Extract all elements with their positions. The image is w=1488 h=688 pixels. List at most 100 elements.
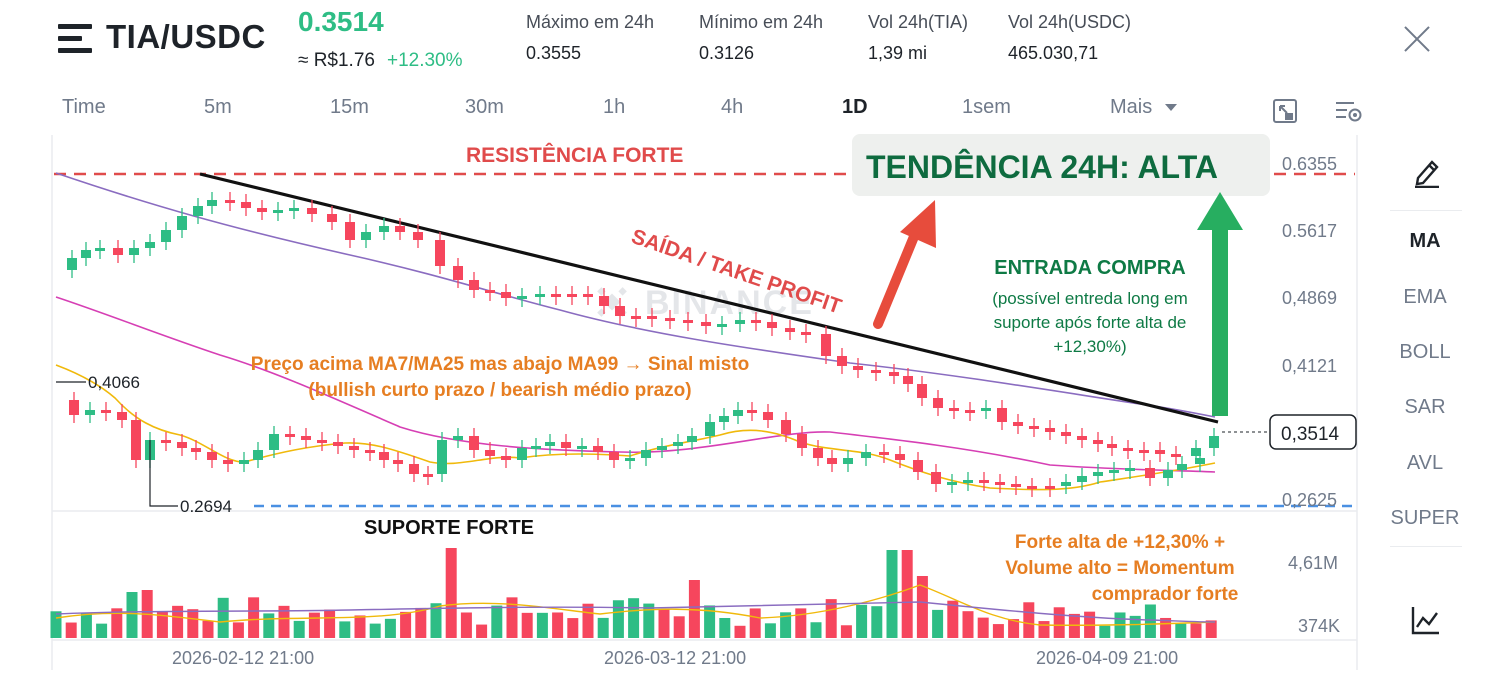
entry-arrow-shaft [1212, 226, 1228, 416]
indicator-chart-icon[interactable] [1410, 604, 1442, 636]
candle [1077, 436, 1087, 440]
volume-bar [1175, 623, 1187, 638]
candle [1013, 422, 1023, 426]
candle [609, 452, 619, 460]
volume-label: 374K [1298, 616, 1340, 636]
volume-annotation-line: comprador forte [1092, 584, 1239, 605]
tab-4h[interactable]: 4h [721, 96, 744, 118]
candle [551, 294, 561, 297]
trading-pair[interactable]: TIA/USDC [106, 18, 266, 55]
candlestick-chart[interactable]: BINANCE 0.6355 0.5617 0,4869 0,4121 0,26… [0, 130, 1380, 680]
candle [801, 332, 811, 335]
candle [129, 248, 139, 255]
volume-label: 4,61M [1288, 553, 1338, 573]
stat-label: Mínimo em 24h [699, 12, 824, 32]
candle [423, 474, 433, 477]
tab-15m[interactable]: 15m [330, 96, 369, 118]
candle [1195, 458, 1205, 464]
candle [827, 458, 837, 464]
volume-bar [567, 618, 579, 638]
candle [257, 208, 267, 212]
candle [1011, 484, 1021, 487]
candles [67, 192, 1219, 497]
candle [751, 320, 761, 323]
pencil-icon[interactable] [1410, 154, 1444, 188]
indicator-boll[interactable]: BOLL [1399, 341, 1451, 363]
tab-30m[interactable]: 30m [465, 96, 504, 118]
candle [501, 292, 511, 298]
settings-icon[interactable] [1334, 98, 1364, 124]
candle [95, 248, 105, 251]
volume-bars [50, 548, 1217, 638]
candle [735, 320, 745, 324]
stat-low: Mínimo em 24h 0.3126 [699, 12, 823, 64]
volume-bar [643, 603, 655, 638]
tab-1sem[interactable]: 1sem [962, 96, 1011, 118]
tab-more[interactable]: Mais [1110, 96, 1178, 119]
price-sub: ≈ R$1.76 +12.30% [298, 50, 463, 72]
volume-bar [293, 620, 305, 638]
close-icon[interactable] [1404, 26, 1430, 52]
fullscreen-icon[interactable] [1272, 98, 1298, 124]
entry-line: suporte após forte alta de [994, 313, 1187, 332]
candle [947, 482, 957, 485]
candle [113, 248, 123, 255]
candle [717, 324, 727, 327]
candle [701, 322, 711, 326]
date-label: 2026-04-09 21:00 [1036, 648, 1178, 668]
candle [781, 420, 791, 434]
candle [301, 436, 311, 440]
low-marker: 0.2694 [180, 497, 232, 516]
candle [631, 316, 641, 319]
candle [517, 448, 527, 460]
candle [1171, 454, 1181, 457]
volume-bar [1068, 613, 1080, 638]
volume-bar [415, 607, 427, 638]
candle [349, 446, 359, 450]
candle [763, 412, 773, 420]
indicator-ema[interactable]: EMA [1403, 286, 1447, 308]
candle [683, 320, 693, 323]
high-marker: 0,4066 [88, 373, 140, 392]
candle [1061, 432, 1071, 436]
volume-ma-long [55, 601, 1216, 623]
indicator-sar[interactable]: SAR [1404, 396, 1446, 418]
volume-bar [445, 548, 457, 638]
stat-value: 0.3555 [526, 43, 582, 63]
current-price-box [1269, 414, 1357, 450]
candle [719, 416, 729, 422]
candle [453, 266, 463, 280]
tab-1d[interactable]: 1D [842, 96, 868, 118]
volume-bar [673, 616, 685, 638]
candle [161, 230, 171, 242]
volume-bar [1190, 623, 1202, 638]
candle [307, 208, 317, 214]
candle [1029, 426, 1039, 429]
candle [979, 480, 989, 483]
tab-5m[interactable]: 5m [204, 96, 232, 118]
indicator-avl[interactable]: AVL [1406, 452, 1444, 474]
candle [485, 290, 495, 293]
volume-bar [612, 600, 624, 638]
candle [239, 460, 249, 464]
indicator-super[interactable]: SUPER [1390, 507, 1460, 529]
candle [379, 226, 389, 232]
candle [837, 356, 847, 366]
ma7-line [55, 364, 1216, 491]
candle [393, 460, 403, 464]
indicator-ma[interactable]: MA [1409, 230, 1441, 252]
candle [485, 450, 495, 456]
candle [599, 296, 609, 306]
tab-1h[interactable]: 1h [603, 96, 626, 118]
candle [1191, 448, 1201, 456]
volume-bar [80, 612, 92, 638]
candle [673, 442, 683, 446]
tab-time[interactable]: Time [62, 96, 106, 118]
candle [861, 452, 871, 458]
volume-bar [536, 612, 548, 638]
candle [273, 210, 283, 213]
stat-label: Vol 24h(TIA) [868, 12, 969, 32]
volume-bar [278, 605, 290, 638]
menu-icon[interactable] [58, 24, 92, 54]
volume-bar [932, 609, 944, 638]
